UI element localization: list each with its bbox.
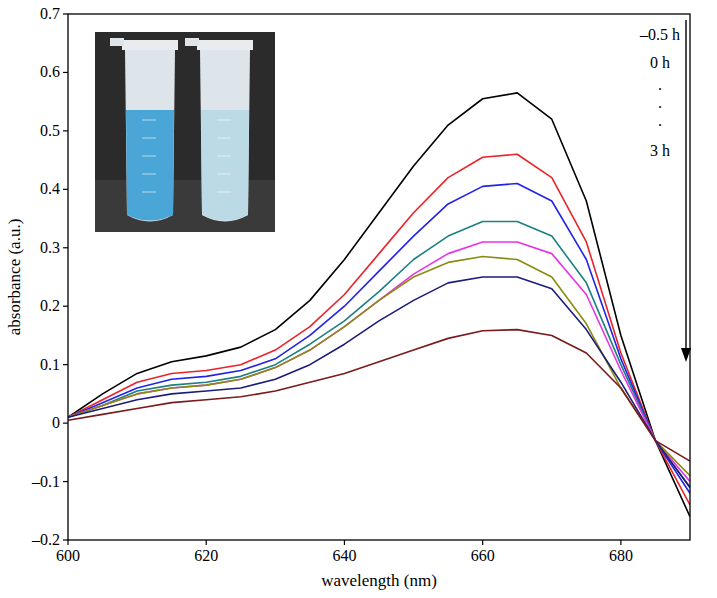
time-annotation: . <box>658 94 662 111</box>
arrow-shaft <box>685 20 686 352</box>
tube-grad <box>142 156 156 157</box>
spectrum-line <box>68 183 690 493</box>
plot-frame <box>68 14 690 540</box>
photo-background <box>95 32 275 232</box>
y-tick <box>63 539 68 540</box>
spectrum-line <box>68 257 690 476</box>
spectrum-line <box>68 93 690 517</box>
x-tick <box>67 540 68 545</box>
y-tick-label: 0.2 <box>40 297 60 314</box>
y-tick <box>63 423 68 424</box>
time-annotation: . <box>658 76 662 93</box>
time-annotation: 3 h <box>650 142 670 159</box>
spectrum-line <box>68 277 690 487</box>
tube-grad <box>217 120 231 121</box>
y-tick <box>63 13 68 14</box>
y-axis-title: absorbance (a.u.) <box>5 219 24 336</box>
tube-grad <box>142 192 156 193</box>
spectrum-line <box>68 330 690 462</box>
tube-liquid <box>126 110 174 221</box>
tube-grad <box>142 120 156 121</box>
tube-grad <box>217 192 231 193</box>
y-tick-label: 0.5 <box>40 122 60 139</box>
tube-lid <box>185 38 199 46</box>
x-tick <box>206 540 207 545</box>
y-tick <box>63 130 68 131</box>
spectrum-line <box>68 154 690 505</box>
y-tick-label: 0.6 <box>40 63 60 80</box>
time-annotation: . <box>658 112 662 129</box>
spectrum-line <box>68 221 690 487</box>
tube-grad <box>217 156 231 157</box>
tube-lid <box>110 38 124 46</box>
y-tick <box>63 481 68 482</box>
x-tick-label: 620 <box>194 547 218 564</box>
lines <box>68 93 690 517</box>
inset-photo <box>95 32 275 232</box>
arrow-head <box>681 348 691 362</box>
x-axis-title: wavelength (nm) <box>321 571 437 590</box>
y-tick-label: 0.1 <box>40 356 60 373</box>
x-tick <box>344 540 345 545</box>
y-tick-label: 0.4 <box>40 180 60 197</box>
tube-grad <box>217 174 231 175</box>
y-tick <box>63 306 68 307</box>
y-tick <box>63 364 68 365</box>
x-tick-label: 640 <box>332 547 356 564</box>
x-tick-label: 680 <box>609 547 633 564</box>
time-annotation: 0 h <box>650 54 670 71</box>
tube-grad <box>142 138 156 139</box>
y-tick-label: –0.2 <box>31 531 60 548</box>
time-annotation: –0.5 h <box>639 26 680 43</box>
y-tick <box>63 72 68 73</box>
y-tick-label: 0.3 <box>40 239 60 256</box>
tube-liquid <box>201 110 249 221</box>
chart: –0.2 –0.1 0 0.1 0.2 0.3 0.4 0.5 0.6 0.7 600 620 640 6… <box>0 0 717 598</box>
y-tick <box>63 189 68 190</box>
y-tick-label: 0 <box>52 414 60 431</box>
y-tick <box>63 247 68 248</box>
x-tick-label: 660 <box>471 547 495 564</box>
tube-cap <box>122 40 178 50</box>
tube-body <box>125 50 175 222</box>
spectrum-line <box>68 242 690 482</box>
x-tick <box>620 540 621 545</box>
tube-grad <box>217 138 231 139</box>
tube-body <box>200 50 250 222</box>
tube-cap <box>197 40 253 50</box>
x-tick-label: 600 <box>56 547 80 564</box>
y-tick-label: –0.1 <box>31 473 60 490</box>
x-tick <box>482 540 483 545</box>
tube <box>185 38 253 222</box>
tube-grad <box>142 174 156 175</box>
tube <box>110 38 178 222</box>
y-tick-label: 0.7 <box>40 5 60 22</box>
